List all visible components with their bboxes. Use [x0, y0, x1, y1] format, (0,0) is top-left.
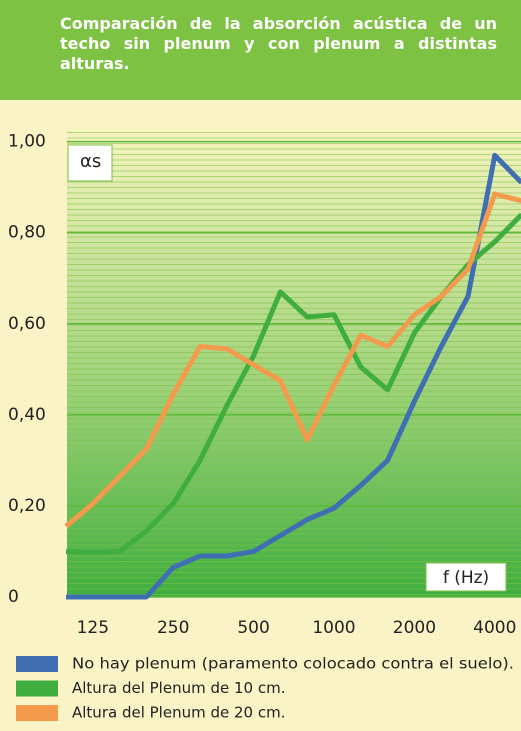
x-tick-label: 250 [157, 618, 189, 638]
legend-label: No hay plenum (paramento colocado contra… [72, 655, 514, 673]
legend-label: Altura del Plenum de 20 cm. [72, 704, 285, 722]
y-tick-label: 0,60 [8, 314, 46, 334]
legend-swatch [16, 680, 58, 697]
x-tick-label: 4000 [473, 618, 516, 638]
x-axis-label: f (Hz) [443, 568, 489, 588]
x-tick-label: 500 [237, 618, 269, 638]
legend-label: Altura del Plenum de 10 cm. [72, 679, 285, 697]
line [66, 152, 521, 600]
chart-title: Comparación de la absorción acústica de … [0, 0, 521, 100]
x-tick-label: 2000 [393, 618, 436, 638]
y-tick-label: 0,40 [8, 405, 46, 425]
legend-swatch [16, 705, 58, 721]
y-label-box [67, 144, 113, 182]
y-tick-label: 1,00 [8, 132, 46, 152]
y-tick-label: 0,80 [8, 223, 46, 243]
legend-swatch [16, 656, 58, 672]
plot-pattern [67, 128, 521, 597]
line [64, 191, 521, 529]
y-tick-label: 0 [8, 587, 19, 607]
x-label-box [425, 562, 507, 592]
x-tick-label: 1000 [312, 618, 355, 638]
y-axis-label: αs [80, 151, 101, 172]
y-tick-label: 0,20 [8, 496, 46, 516]
x-tick-label: 125 [77, 618, 109, 638]
